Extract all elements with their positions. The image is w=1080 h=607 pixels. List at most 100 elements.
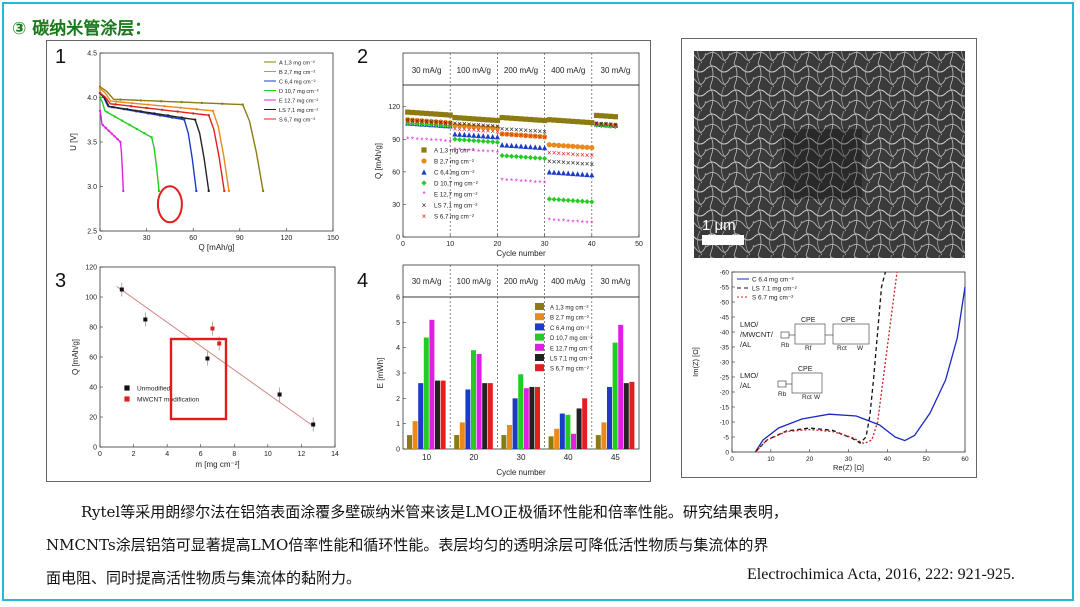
- data-point: [589, 120, 595, 126]
- curve-point: [160, 108, 164, 112]
- y-axis-label: Q [mAh/g]: [374, 143, 383, 179]
- parallel-block: [794, 323, 826, 345]
- data-point: [466, 137, 472, 143]
- curve-point: [159, 100, 163, 103]
- data-point: [466, 123, 472, 129]
- data-point: ×: [420, 118, 425, 127]
- curve-point: [211, 109, 215, 112]
- data-point: *: [581, 219, 584, 228]
- data-point: *: [453, 146, 456, 155]
- data-point: *: [595, 121, 598, 130]
- legend-marker: [421, 158, 427, 164]
- rate-label: 30 mA/g: [601, 277, 631, 286]
- bar: [512, 398, 518, 449]
- data-point: [499, 152, 505, 159]
- curve-point: [227, 189, 231, 193]
- parallel-block: [832, 323, 870, 345]
- data-point: ×: [566, 150, 571, 159]
- x-tick-label: 50: [923, 456, 931, 463]
- data-point: ×: [486, 127, 491, 136]
- data-point: ×: [514, 131, 519, 140]
- data-point: [480, 124, 486, 130]
- bar: [440, 380, 446, 449]
- data-point: [546, 169, 552, 175]
- bar: [412, 421, 418, 449]
- rate-label: 100 mA/g: [457, 66, 491, 75]
- legend-label: S 6.7 mg cm⁻²: [752, 295, 793, 302]
- data-point: [560, 118, 567, 124]
- y-tick-label: -50: [720, 300, 730, 307]
- curve-point: [120, 119, 124, 122]
- data-point: *: [552, 217, 555, 226]
- data-point: [589, 145, 595, 151]
- data-point: *: [590, 220, 593, 229]
- legend-label: E 12,7 mg cm⁻²: [550, 346, 592, 352]
- figure-panel-left: 1 2 3 4 0 30 60 90 120 150 2.5 3.0 3.5 4.0 4.5 Q [mAh/g…: [46, 40, 651, 482]
- data-point: *: [491, 149, 494, 158]
- x-axis-label: Q [mAh/g]: [198, 243, 234, 252]
- x-tick-label: 45: [611, 453, 620, 462]
- data-point: [419, 121, 425, 127]
- curve-point: [223, 189, 226, 193]
- data-point: [537, 133, 543, 140]
- legend-swatch: [535, 343, 544, 351]
- data-point: [471, 116, 477, 122]
- data-point: ×: [453, 124, 458, 133]
- bar: [407, 435, 412, 449]
- curve-point: [171, 116, 174, 119]
- curve-point: [153, 112, 156, 115]
- data-point: ×: [608, 120, 613, 129]
- data-point: [490, 139, 496, 145]
- data-point: [475, 138, 482, 144]
- data-point: ×: [599, 119, 604, 128]
- data-point: [518, 116, 524, 122]
- sem-image: [694, 51, 965, 258]
- data-point: ×: [613, 121, 618, 130]
- bar: [487, 383, 493, 449]
- data-point: ×: [429, 117, 434, 126]
- legend-label: C 6.4 mg cm⁻²: [752, 277, 794, 284]
- data-point: *: [406, 135, 409, 144]
- legend-marker: [421, 180, 427, 186]
- data-point: ×: [613, 120, 618, 129]
- data-point: ×: [552, 149, 557, 158]
- data-point: [570, 143, 576, 149]
- y-tick-label: -5: [723, 435, 729, 442]
- data-point: ×: [589, 160, 594, 169]
- x-tick-label: 60: [961, 456, 969, 463]
- data-point: [527, 144, 534, 150]
- circuit-label-top: /AL: [740, 340, 751, 349]
- data-point: ×: [575, 159, 580, 168]
- data-point: [584, 199, 590, 205]
- rate-label-strip: [402, 264, 640, 298]
- x-tick-label: 20: [806, 456, 814, 463]
- bar: [476, 354, 482, 449]
- x-tick-label: 0: [98, 451, 102, 458]
- data-point: [494, 117, 500, 124]
- data-point: ×: [443, 119, 448, 128]
- data-point: ×: [476, 121, 481, 130]
- data-point: ×: [580, 159, 585, 168]
- curve-point: [98, 109, 102, 113]
- sem-dark-region: [782, 129, 862, 199]
- legend-swatch: [535, 303, 544, 310]
- x-tick-label: 40: [884, 456, 892, 463]
- x-tick-label: 30: [845, 456, 853, 463]
- data-point: ×: [434, 118, 439, 127]
- x-tick-label: 40: [588, 241, 596, 248]
- data-point: ×: [519, 126, 524, 135]
- curve-point: [131, 101, 134, 105]
- chart-1: 0 30 60 90 120 150 2.5 3.0 3.5 4.0 4.5 Q [mAh/g] U […: [69, 51, 339, 253]
- data-point: ×: [420, 117, 425, 126]
- data-point: [560, 143, 567, 149]
- bar: [601, 422, 607, 449]
- curve-point: [157, 189, 161, 193]
- data-point: [551, 169, 557, 175]
- data-point: [414, 117, 420, 123]
- y-tick-label: 4.5: [87, 51, 97, 58]
- chart-impedance: 0 10 20 30 40 50 60 0 -5 -10 -15 -20 -25 -30 -35 -40 -45…: [691, 270, 969, 473]
- data-point: [513, 153, 519, 160]
- curve-point: [180, 100, 183, 104]
- legend-label: LS 7.1 mg cm⁻²: [752, 286, 797, 293]
- bar: [529, 386, 535, 449]
